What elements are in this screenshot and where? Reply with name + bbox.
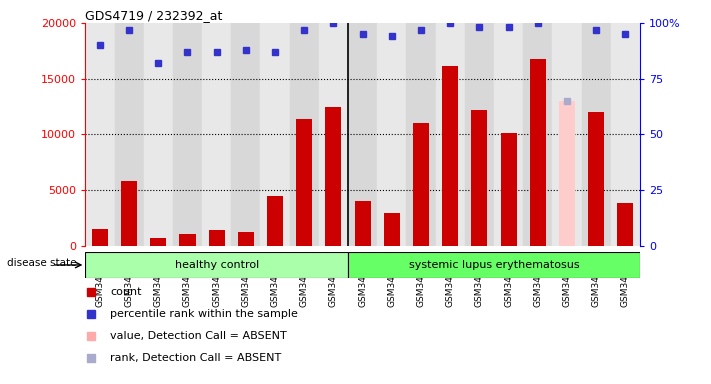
Text: healthy control: healthy control [174, 260, 259, 270]
Bar [150, 238, 166, 246]
Bar [260, 23, 289, 246]
Bar [355, 201, 370, 246]
Bar [144, 23, 173, 246]
Bar [588, 112, 604, 246]
Bar [413, 123, 429, 246]
Bar [384, 214, 400, 246]
Text: rank, Detection Call = ABSENT: rank, Detection Call = ABSENT [110, 353, 282, 363]
Bar [179, 233, 196, 246]
Bar [208, 230, 225, 246]
Text: value, Detection Call = ABSENT: value, Detection Call = ABSENT [110, 331, 287, 341]
Bar [611, 23, 640, 246]
Bar [114, 23, 144, 246]
Bar [530, 59, 546, 246]
Bar [85, 252, 348, 278]
Bar [552, 23, 582, 246]
Bar [501, 133, 517, 246]
Bar [442, 66, 458, 246]
Bar [121, 181, 137, 246]
Text: disease state: disease state [7, 258, 77, 268]
Bar [436, 23, 465, 246]
Bar [85, 23, 114, 246]
Bar [319, 23, 348, 246]
Bar [465, 23, 494, 246]
Bar [559, 101, 575, 246]
Bar [231, 23, 260, 246]
Bar [326, 107, 341, 246]
Text: count: count [110, 287, 141, 297]
Text: GDS4719 / 232392_at: GDS4719 / 232392_at [85, 9, 223, 22]
Bar [617, 204, 634, 246]
Bar [348, 23, 378, 246]
Bar [348, 252, 640, 278]
Bar [173, 23, 202, 246]
Bar [296, 119, 312, 246]
Bar [407, 23, 436, 246]
Text: systemic lupus erythematosus: systemic lupus erythematosus [409, 260, 579, 270]
Bar [494, 23, 523, 246]
Bar [202, 23, 231, 246]
Bar [523, 23, 552, 246]
Bar [267, 196, 283, 246]
Text: percentile rank within the sample: percentile rank within the sample [110, 309, 298, 319]
Bar [378, 23, 407, 246]
Bar [471, 110, 487, 246]
Bar [92, 229, 108, 246]
Bar [582, 23, 611, 246]
Bar [237, 232, 254, 246]
Bar [289, 23, 319, 246]
